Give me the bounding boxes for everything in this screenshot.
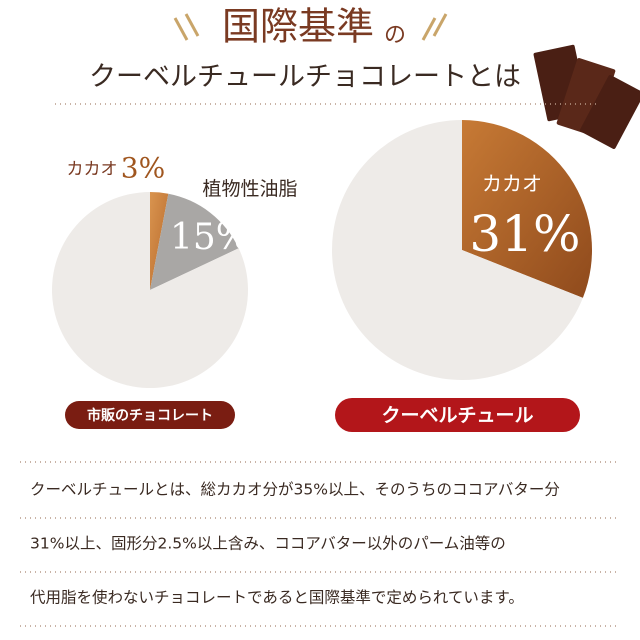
decor-slashes <box>173 13 448 41</box>
value-label: 15% <box>170 217 250 258</box>
chocolate-illustration <box>533 44 640 149</box>
description-line: クーベルチュールとは、総カカオ分が35%以上、そのうちのココアバター分 <box>30 481 560 499</box>
value-label: 31% <box>469 205 580 263</box>
header-subtitle: クーベルチュールチョコレートとは <box>89 62 521 93</box>
pie-slice <box>150 192 169 290</box>
description-line: 代用脂を使わないチョコレートであると国際基準で定められています。 <box>30 589 524 607</box>
pie-slice <box>462 120 593 298</box>
description-line: 31%以上、固形分2.5%以上含み、ココアバター以外のパーム油等の <box>30 535 506 553</box>
slice-label: カカオ <box>67 160 118 180</box>
badge <box>65 401 235 429</box>
pie-slice <box>332 120 583 380</box>
badge <box>335 398 580 432</box>
header-title: 国際基準 <box>222 5 374 49</box>
slice-label: 植物性油脂 <box>202 178 297 200</box>
chart-title: 市販のチョコレート <box>87 407 213 424</box>
dividers <box>20 461 620 627</box>
pie-slice <box>52 192 249 388</box>
header-suffix: の <box>384 23 406 48</box>
pie-slice <box>150 193 239 290</box>
slice-label: カカオ <box>482 172 542 196</box>
chart-title: クーベルチュール <box>381 405 533 427</box>
value-label: 3% <box>121 152 165 185</box>
